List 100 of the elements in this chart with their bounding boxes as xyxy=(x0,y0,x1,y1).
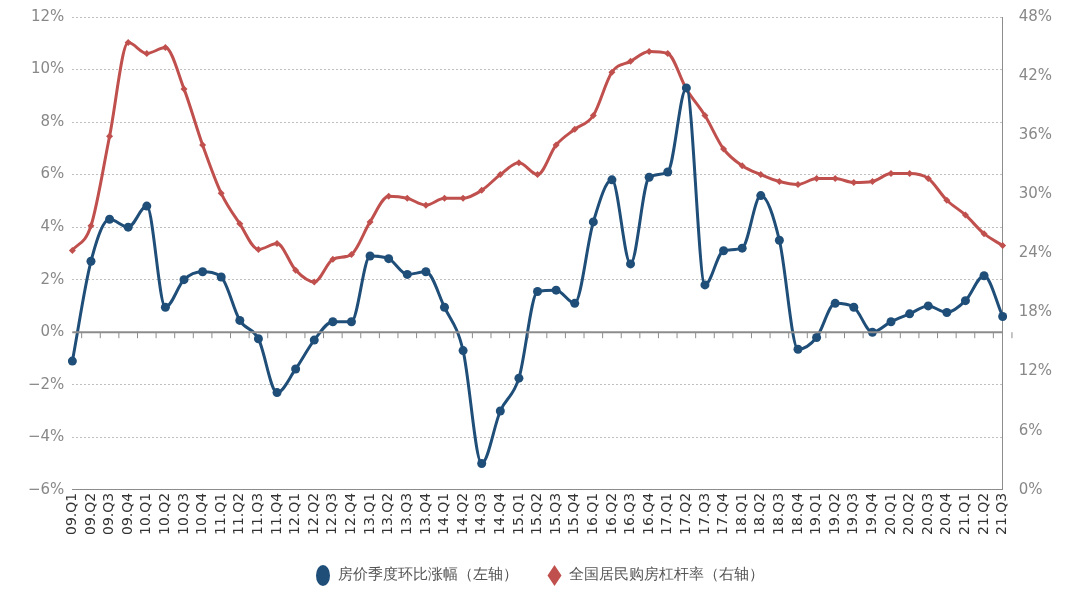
point xyxy=(67,356,77,366)
y-tick-label: 10% xyxy=(31,59,65,78)
y-tick-label: 0% xyxy=(40,322,65,341)
y2-tick-label: 48% xyxy=(1018,6,1052,25)
point xyxy=(794,180,802,188)
point xyxy=(366,218,374,226)
x-tick-label: 14.Q3 xyxy=(472,492,489,536)
x-tick-label: 11.Q2 xyxy=(230,492,247,536)
point xyxy=(868,178,876,185)
point xyxy=(719,246,729,256)
x-tick-label: 10.Q3 xyxy=(174,492,191,536)
point xyxy=(979,271,989,281)
legend-label: 全国居民购房杠杆率（右轴） xyxy=(569,565,764,584)
point xyxy=(346,317,356,327)
point xyxy=(738,162,746,170)
point xyxy=(329,255,337,263)
x-tick-label: 20.Q1 xyxy=(881,492,898,536)
point xyxy=(272,388,282,398)
point xyxy=(422,201,430,209)
point xyxy=(106,132,114,140)
point xyxy=(217,189,225,197)
point xyxy=(105,214,115,224)
x-tick-label: 17.Q4 xyxy=(714,492,731,536)
x-tick-label: 18.Q2 xyxy=(751,492,768,536)
point xyxy=(756,191,766,201)
point xyxy=(980,230,988,238)
point xyxy=(886,317,896,327)
legend-label: 房价季度环比涨幅（左轴） xyxy=(337,565,518,584)
point xyxy=(161,44,169,52)
point xyxy=(68,246,76,254)
point xyxy=(720,145,728,153)
x-tick-label: 20.Q4 xyxy=(937,492,954,536)
point xyxy=(439,302,449,312)
point xyxy=(588,217,598,227)
point xyxy=(459,194,467,202)
y2-tick-label: 0% xyxy=(1018,479,1043,498)
point xyxy=(961,211,969,219)
x-tick-label: 09.Q1 xyxy=(63,492,80,536)
point xyxy=(627,57,635,65)
x-tick-label: 11.Q1 xyxy=(211,492,228,536)
point xyxy=(552,141,560,149)
y2-tick-label: 36% xyxy=(1018,125,1052,144)
x-tick-label: 09.Q3 xyxy=(100,492,117,536)
point xyxy=(998,311,1008,321)
point xyxy=(626,259,636,269)
y2-tick-label: 12% xyxy=(1018,361,1052,380)
x-tick-label: 10.Q2 xyxy=(156,492,173,536)
x-tick-label: 15.Q2 xyxy=(528,492,545,536)
x-tick-label: 15.Q4 xyxy=(565,492,582,536)
x-tick-label: 14.Q2 xyxy=(453,492,470,536)
point xyxy=(737,243,747,253)
x-tick-label: 18.Q3 xyxy=(770,492,787,536)
point xyxy=(478,186,486,194)
y2-tick-label: 6% xyxy=(1018,420,1043,439)
x-tick-label: 14.Q4 xyxy=(490,492,507,536)
point xyxy=(645,47,653,55)
x-tick-label: 19.Q2 xyxy=(825,492,842,536)
point xyxy=(905,309,915,319)
point xyxy=(254,245,262,253)
x-tick-label: 20.Q3 xyxy=(918,492,935,536)
point xyxy=(514,373,524,383)
point xyxy=(198,267,208,277)
x-tick-label: 19.Q4 xyxy=(863,492,880,536)
point xyxy=(793,344,803,354)
point xyxy=(942,308,952,318)
x-tick-label: 09.Q2 xyxy=(81,492,98,536)
point xyxy=(421,267,431,277)
x-tick-label: 17.Q3 xyxy=(695,492,712,536)
point xyxy=(533,286,543,296)
x-tick-label: 21.Q1 xyxy=(956,492,973,536)
point xyxy=(143,49,151,57)
y-tick-label: 12% xyxy=(31,6,65,25)
point xyxy=(328,317,338,327)
y2-tick-label: 18% xyxy=(1018,302,1052,321)
point xyxy=(608,68,616,76)
point xyxy=(273,240,281,248)
y2-tick-label: 24% xyxy=(1018,243,1052,262)
point xyxy=(86,256,96,266)
point xyxy=(477,459,487,469)
point xyxy=(365,251,375,261)
x-tick-label: 16.Q1 xyxy=(583,492,600,536)
y-tick-label: −2% xyxy=(27,374,65,393)
point xyxy=(123,222,133,232)
x-tick-label: 16.Q3 xyxy=(621,492,638,536)
point xyxy=(236,220,244,228)
point xyxy=(347,250,355,258)
x-tick-label: 12.Q2 xyxy=(304,492,321,536)
x-tick-label: 10.Q1 xyxy=(137,492,154,536)
point xyxy=(589,112,597,119)
x-tick-label: 17.Q1 xyxy=(658,492,675,536)
point xyxy=(199,141,207,149)
point xyxy=(700,280,710,290)
x-tick-label: 09.Q4 xyxy=(118,492,135,536)
point xyxy=(551,285,561,295)
x-tick-label: 15.Q3 xyxy=(546,492,563,536)
x-tick-label: 20.Q2 xyxy=(900,492,917,536)
point xyxy=(160,302,170,312)
y2-tick-label: 30% xyxy=(1018,184,1052,203)
point xyxy=(701,112,709,119)
point xyxy=(253,334,263,344)
